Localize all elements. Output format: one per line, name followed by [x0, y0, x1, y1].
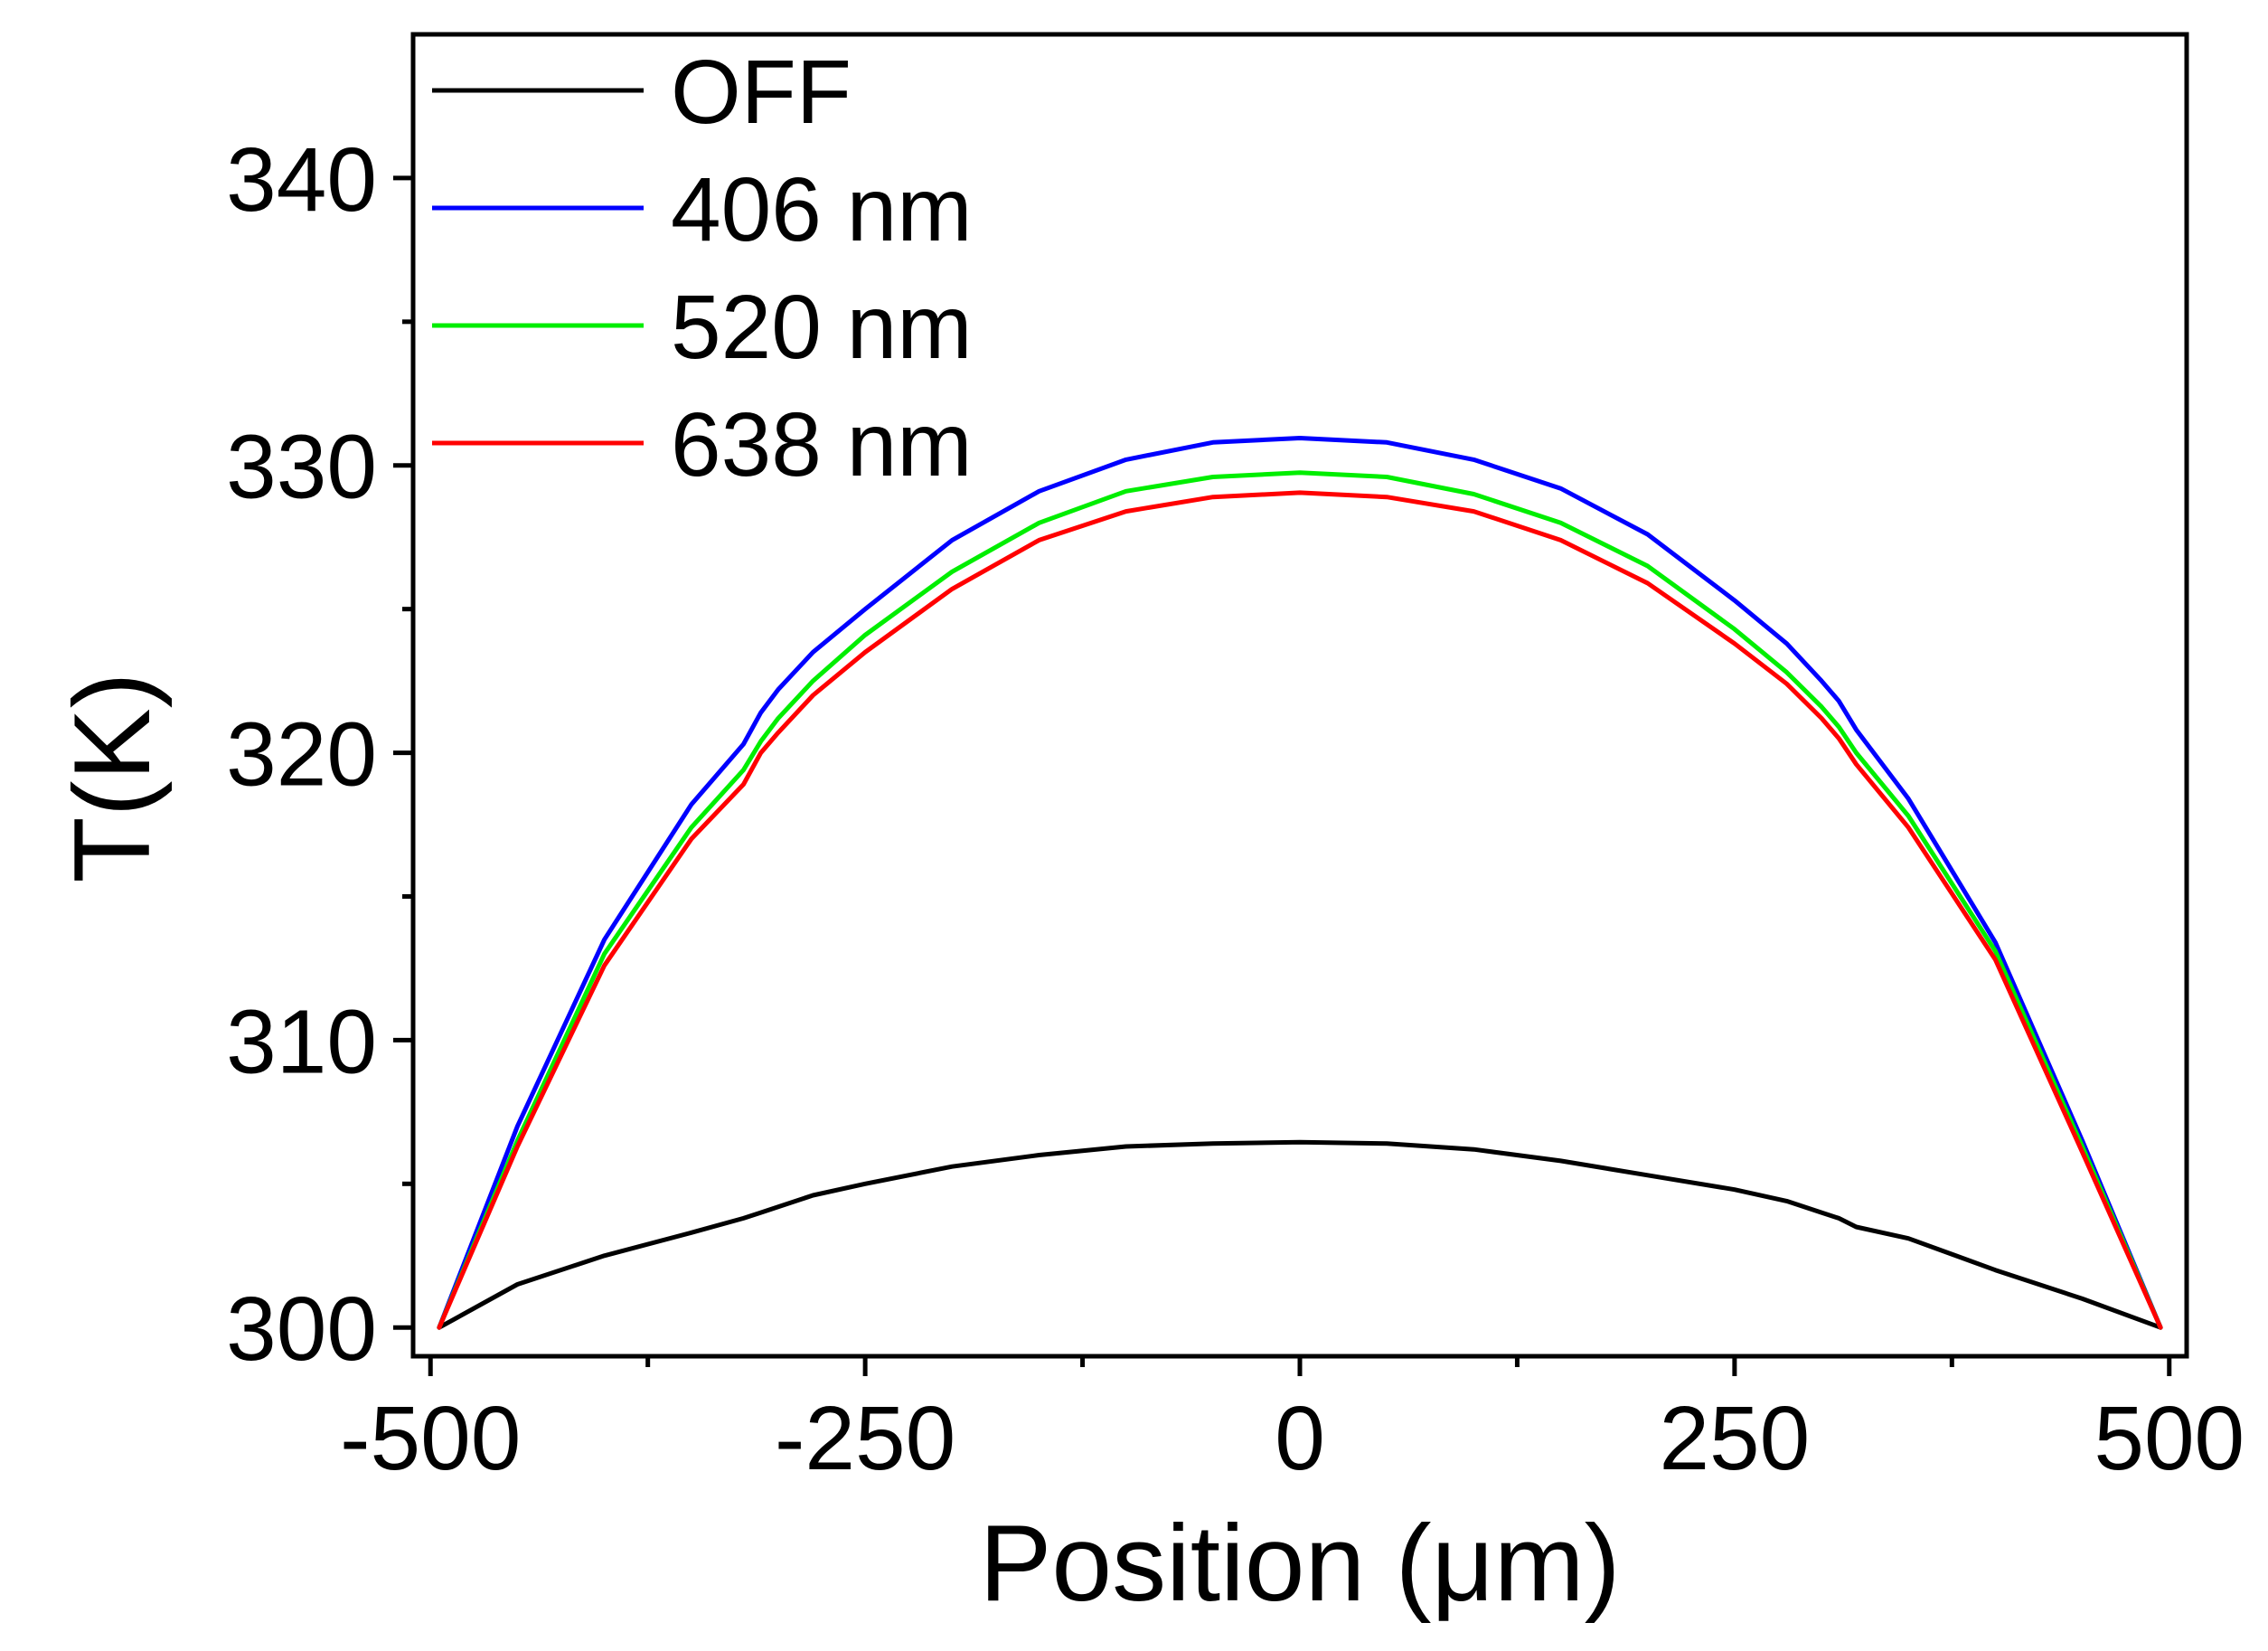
series-layer	[437, 436, 2163, 1330]
series-line-520-nm	[437, 470, 2163, 1330]
y-tick-label: 310	[226, 991, 377, 1092]
labels-layer: -500 -250 0 250 500 300 310 320 330 340	[226, 129, 2244, 1489]
y-tick-label: 300	[226, 1278, 377, 1380]
legend-label-520-nm: 520 nm	[671, 277, 973, 378]
x-tick-label: 0	[1275, 1388, 1325, 1489]
x-axis-title: Position (μm)	[979, 1503, 1620, 1624]
series-line-406-nm	[437, 436, 2163, 1330]
legend-label-406-nm: 406 nm	[671, 159, 973, 260]
legend-label-638-nm: 638 nm	[671, 394, 973, 495]
y-tick-label: 330	[226, 417, 377, 518]
x-tick-label: -250	[775, 1388, 955, 1489]
legend: OFF 406 nm 520 nm 638 nm	[432, 42, 973, 495]
series-line-638-nm	[437, 490, 2163, 1330]
x-tick-label: -500	[340, 1388, 521, 1489]
x-tick-label: 250	[1659, 1388, 1810, 1489]
y-tick-label: 320	[226, 704, 377, 806]
x-tick-label: 500	[2094, 1388, 2244, 1489]
legend-label-off: OFF	[671, 42, 852, 143]
y-axis-title: T(K)	[52, 672, 173, 882]
series-line-off	[437, 1139, 2163, 1330]
y-tick-label: 340	[226, 129, 377, 231]
ticks-layer	[393, 175, 2172, 1376]
